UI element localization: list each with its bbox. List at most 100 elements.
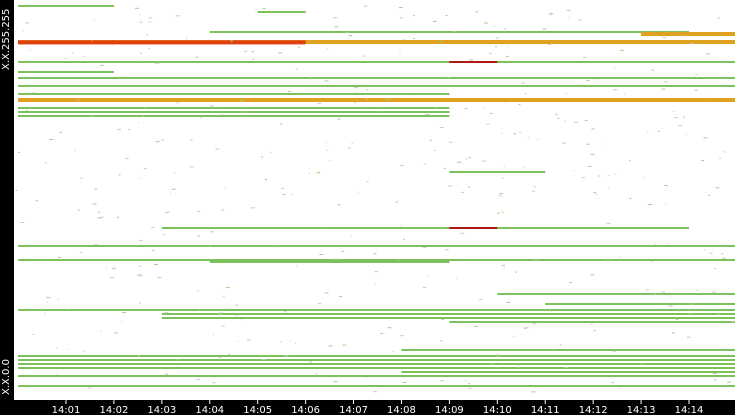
traffic-speckle <box>373 253 377 255</box>
traffic-speckle <box>165 211 170 213</box>
x-tick-label-7: 14:08 <box>387 405 416 415</box>
traffic-speckle <box>94 244 98 246</box>
traffic-speckles <box>15 5 735 393</box>
traffic-speckle <box>673 111 675 112</box>
traffic-band-1 <box>257 11 306 13</box>
traffic-speckle <box>22 30 24 32</box>
traffic-speckle <box>315 373 318 375</box>
x-tick-label-4: 14:05 <box>243 405 272 415</box>
traffic-speckle <box>138 239 143 241</box>
traffic-speckle <box>324 292 329 294</box>
traffic-speckle <box>265 179 267 180</box>
traffic-speckle <box>709 252 713 254</box>
traffic-speckle <box>151 226 155 228</box>
traffic-speckle <box>154 264 158 265</box>
traffic-speckle <box>519 132 522 134</box>
traffic-speckle <box>524 327 529 329</box>
traffic-speckle <box>94 188 98 190</box>
traffic-speckle <box>521 82 526 84</box>
traffic-speckle <box>565 92 567 94</box>
traffic-speckle <box>494 25 495 27</box>
traffic-speckle <box>690 43 694 45</box>
traffic-speckle <box>197 211 201 213</box>
traffic-speckle <box>402 382 407 383</box>
traffic-speckle <box>59 132 63 133</box>
traffic-speckle <box>587 166 592 167</box>
traffic-speckle <box>564 120 566 122</box>
traffic-speckle <box>721 253 724 255</box>
traffic-speckle <box>117 128 121 130</box>
traffic-speckle <box>675 318 679 320</box>
traffic-speckle <box>438 40 442 42</box>
traffic-speckle <box>347 147 351 149</box>
traffic-band-20 <box>18 259 735 261</box>
traffic-speckle <box>251 51 255 53</box>
traffic-speckle <box>196 379 201 380</box>
traffic-speckle <box>727 381 732 383</box>
traffic-speckle <box>469 157 471 158</box>
traffic-speckle <box>380 333 384 335</box>
traffic-speckle <box>98 211 101 213</box>
traffic-speckle <box>606 222 611 224</box>
traffic-speckle <box>513 335 515 337</box>
traffic-speckle <box>399 52 401 54</box>
y-axis-label-top: X.X.255.255 <box>1 8 12 70</box>
traffic-speckle <box>140 177 142 179</box>
traffic-speckle <box>619 387 621 389</box>
traffic-speckle <box>142 115 145 117</box>
traffic-speckle <box>190 139 193 141</box>
traffic-speckle <box>161 139 165 141</box>
traffic-speckle <box>234 314 239 316</box>
traffic-speckle <box>105 266 107 268</box>
traffic-speckle <box>718 314 722 316</box>
traffic-speckle <box>717 17 720 19</box>
traffic-speckle <box>549 14 553 16</box>
traffic-speckle <box>712 291 716 293</box>
traffic-speckle <box>326 227 328 229</box>
traffic-speckle <box>46 297 51 299</box>
traffic-speckle <box>440 340 443 342</box>
traffic-speckle <box>218 357 222 359</box>
traffic-speckle <box>295 68 298 70</box>
traffic-speckle <box>468 387 473 389</box>
traffic-band-33 <box>401 371 735 373</box>
traffic-speckle <box>413 15 415 17</box>
traffic-speckle <box>578 19 582 21</box>
traffic-speckle <box>517 366 522 368</box>
traffic-band-22 <box>497 293 735 295</box>
traffic-speckle <box>255 8 257 10</box>
traffic-speckle <box>503 28 507 30</box>
traffic-speckle <box>531 391 536 393</box>
traffic-speckle <box>574 121 578 123</box>
x-tick-label-0: 14:01 <box>52 405 81 415</box>
traffic-speckle <box>527 137 529 139</box>
traffic-speckle <box>94 19 96 21</box>
traffic-speckle <box>140 52 142 54</box>
traffic-speckle <box>100 64 105 66</box>
traffic-speckle <box>483 107 485 109</box>
traffic-speckle <box>597 175 601 177</box>
traffic-speckle <box>683 116 685 118</box>
traffic-speckle <box>143 168 147 170</box>
traffic-speckle <box>350 235 352 237</box>
traffic-speckle <box>481 160 486 162</box>
traffic-speckle <box>209 245 212 247</box>
traffic-speckle <box>681 35 685 37</box>
traffic-speckle <box>644 176 646 178</box>
traffic-speckle <box>318 302 322 304</box>
traffic-band-0 <box>18 5 114 7</box>
traffic-speckle <box>501 265 505 266</box>
traffic-speckle <box>661 291 665 293</box>
traffic-speckle <box>337 204 341 206</box>
traffic-speckle <box>423 247 427 248</box>
traffic-speckle <box>403 238 406 240</box>
traffic-speckle <box>18 151 21 153</box>
traffic-speckle <box>426 275 428 277</box>
traffic-band-2 <box>209 31 689 33</box>
traffic-speckle <box>377 111 381 113</box>
traffic-speckle <box>239 100 244 102</box>
traffic-speckle <box>588 316 590 318</box>
traffic-speckle <box>486 123 490 125</box>
traffic-speckle <box>334 26 339 28</box>
traffic-speckle <box>289 341 291 343</box>
